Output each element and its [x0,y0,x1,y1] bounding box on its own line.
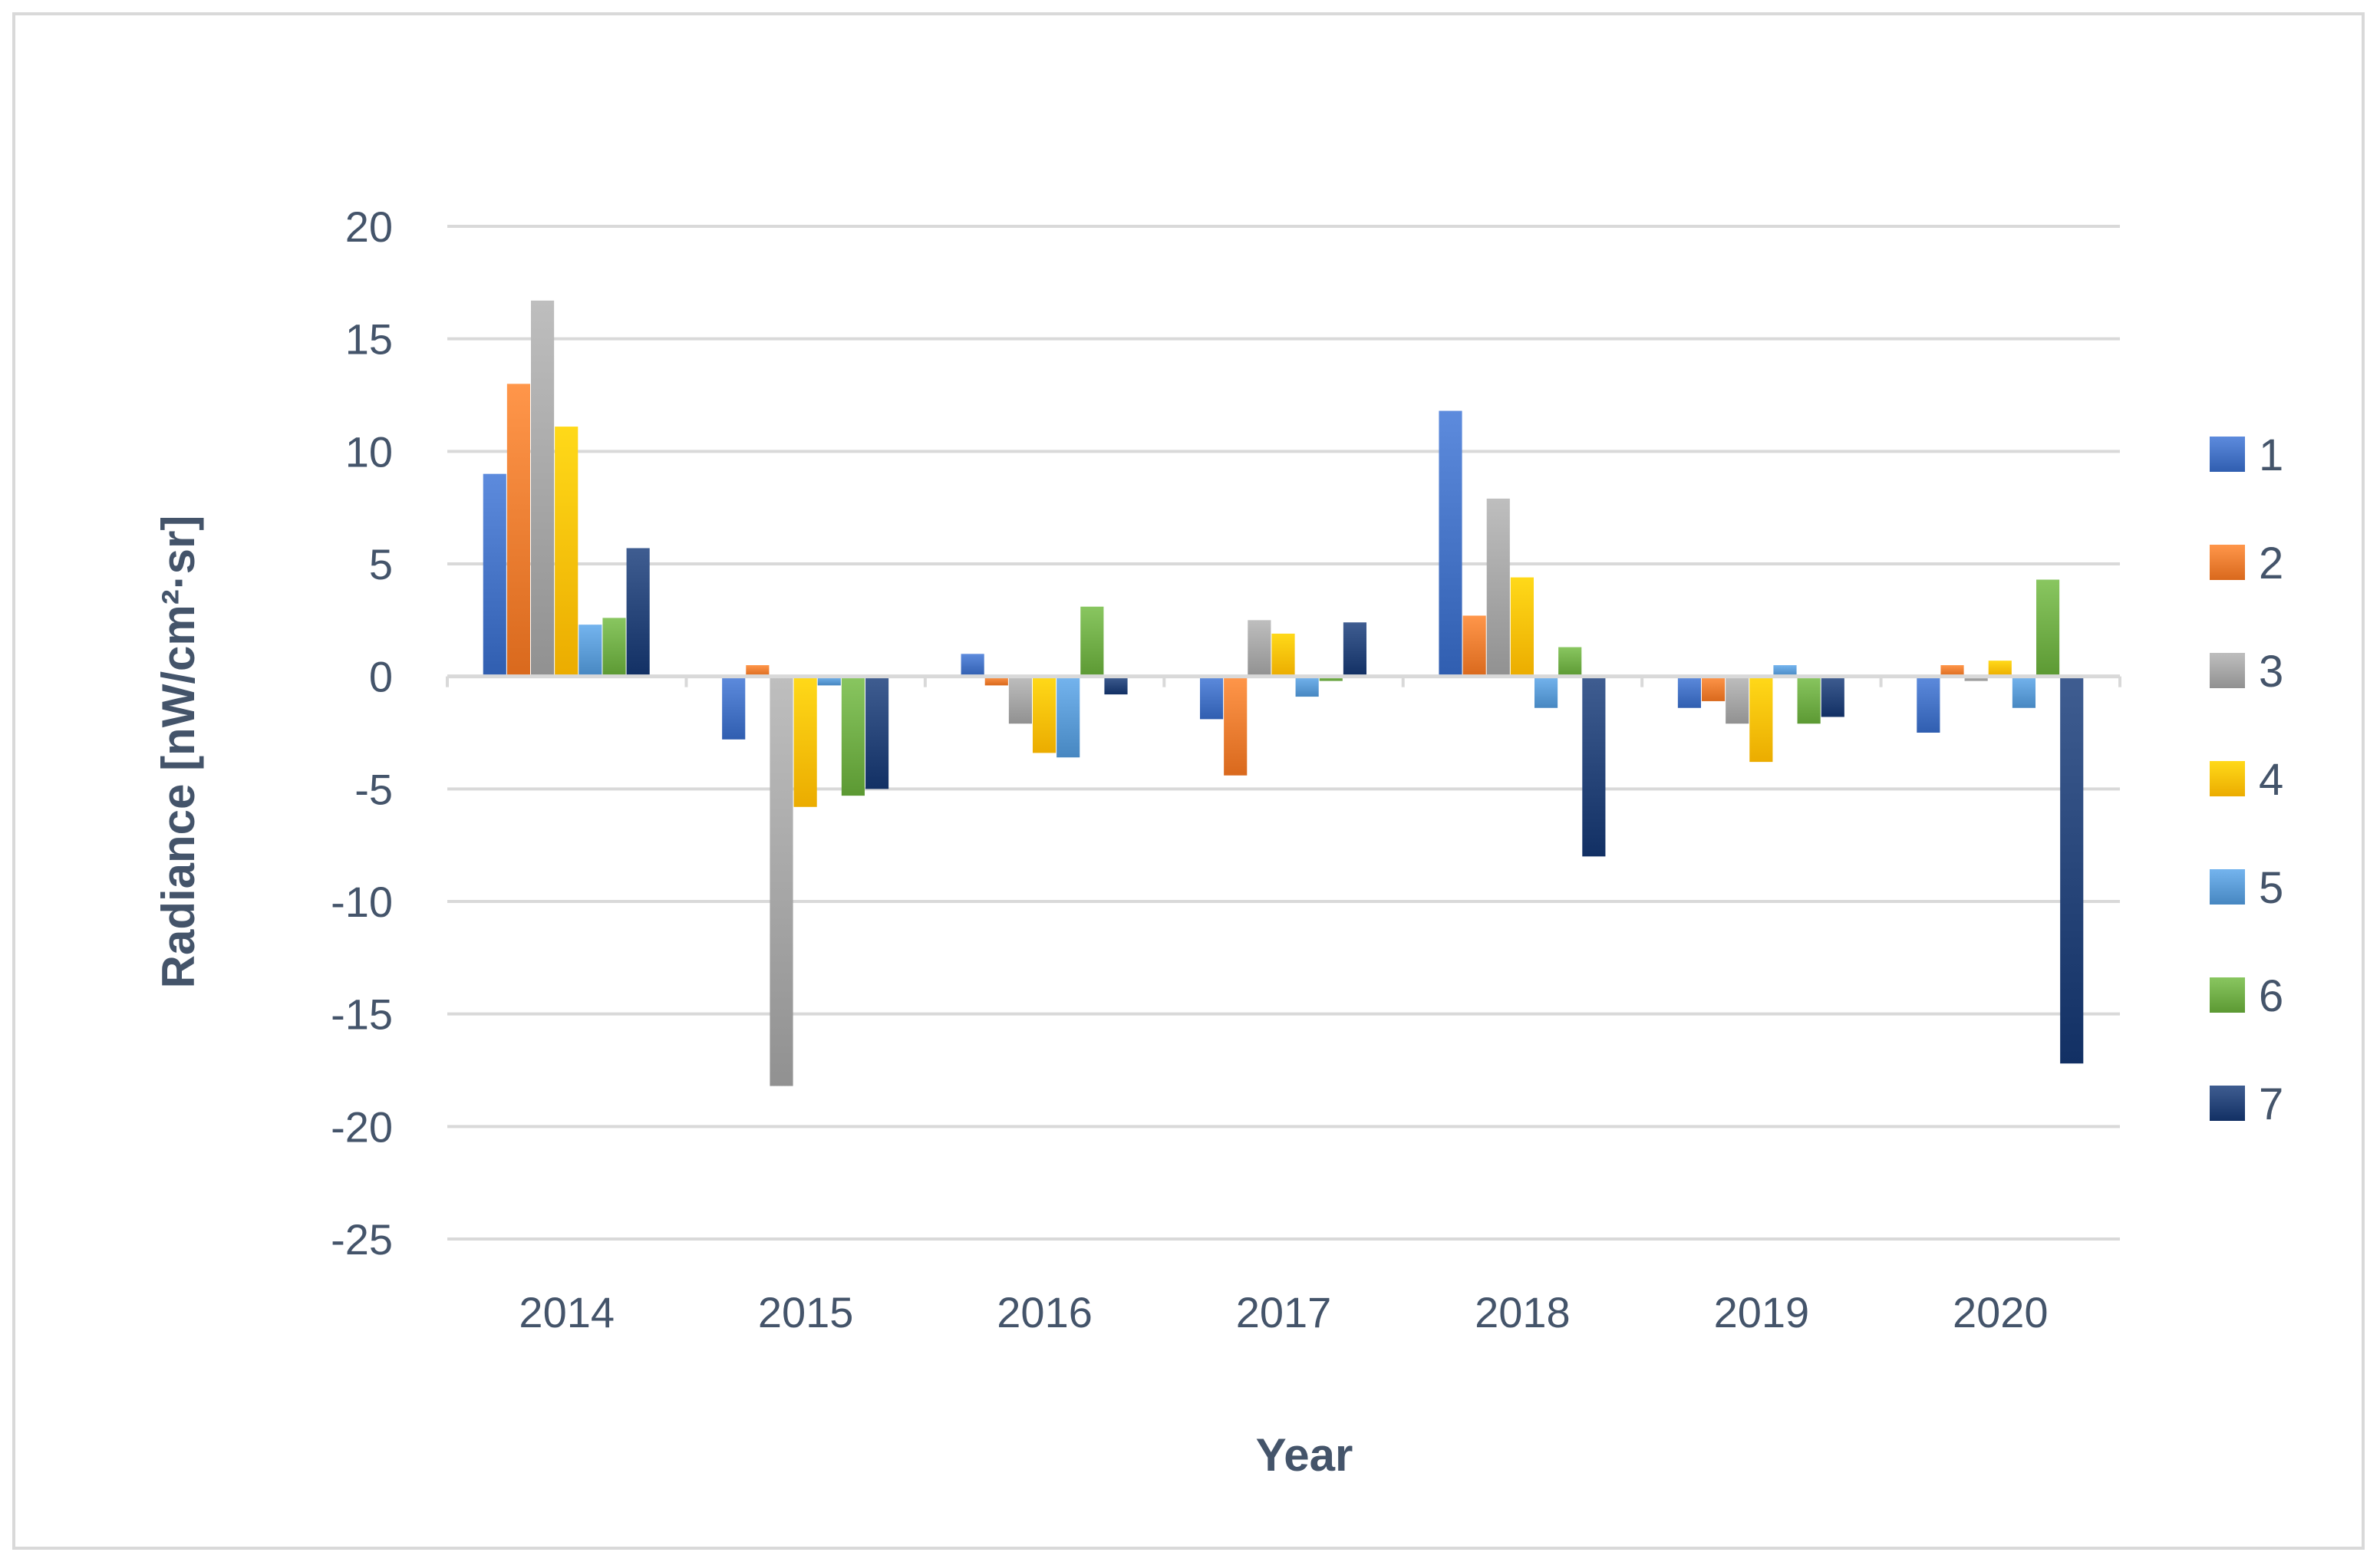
bar-2020-series-7 [2060,676,2084,1064]
bar-2015-series-2 [746,665,770,677]
legend-swatch-1 [2210,437,2245,472]
x-tick-label: 2016 [997,1288,1093,1336]
bar-2019-series-7 [1821,676,1844,717]
bar-2019-series-3 [1726,676,1749,724]
bar-2018-series-7 [1582,676,1606,857]
bar-2020-series-3 [1964,676,1988,681]
bar-2014-series-2 [506,384,530,677]
zero-axis [446,674,2121,687]
legend-label-5: 5 [2259,863,2283,913]
y-axis-title: Radiance [nW/cm²·sr] [153,516,204,989]
bar-2014-series-3 [531,300,555,677]
legend-swatch-4 [2210,761,2245,796]
x-tick-labels: 2014 2015 2016 2017 2018 2019 2020 [519,1288,2048,1336]
legend-label-2: 2 [2259,539,2283,588]
bar-2017-series-5 [1295,676,1319,697]
x-tick-label: 2017 [1236,1288,1332,1336]
y-tick-label: 5 [369,540,393,588]
bar-2020-series-1 [1917,676,1940,733]
bar-2017-series-6 [1319,676,1343,681]
y-tick-label: 15 [345,315,393,364]
legend-label-6: 6 [2259,971,2283,1021]
legend-swatch-3 [2210,653,2245,688]
bar-2016-series-7 [1104,676,1128,695]
bar-2019-series-4 [1749,676,1773,763]
y-tick-label: -20 [331,1102,393,1151]
legend-label-1: 1 [2259,430,2283,480]
bar-2015-series-5 [817,676,841,686]
y-tick-labels: 20 15 10 5 0 -5 -10 -15 -20 -25 [331,203,393,1264]
bar-2018-series-4 [1510,577,1534,677]
bar-2017-series-1 [1200,676,1224,720]
bar-2020-series-6 [2036,579,2060,677]
bar-2017-series-3 [1248,620,1271,677]
bar-2016-series-3 [1008,676,1032,724]
bar-2016-series-2 [984,676,1008,686]
x-tick-label: 2015 [758,1288,854,1336]
legend-label-4: 4 [2259,755,2283,805]
bar-2018-series-2 [1462,615,1486,677]
bar-2019-series-1 [1677,676,1701,708]
bar-2018-series-1 [1439,410,1462,677]
y-tick-label: -25 [331,1215,393,1264]
bar-2016-series-5 [1056,676,1080,758]
legend-swatch-6 [2210,977,2245,1013]
x-tick-label: 2019 [1714,1288,1810,1336]
bar-2019-series-2 [1702,676,1726,701]
bar-2014-series-1 [483,473,506,677]
legend-swatch-2 [2210,545,2245,580]
bar-2018-series-3 [1486,498,1510,677]
bar-2014-series-6 [602,618,626,677]
y-tick-label: -10 [331,878,393,926]
bar-2018-series-6 [1558,647,1582,677]
bar-2015-series-6 [841,676,865,796]
bar-2016-series-6 [1080,606,1104,677]
legend-label-7: 7 [2259,1079,2283,1129]
legend-swatch-5 [2210,869,2245,905]
bar-2014-series-7 [626,548,650,677]
bar-2016-series-4 [1033,676,1056,753]
legend: 1 2 3 4 5 6 7 [2210,430,2283,1129]
bar-2017-series-7 [1343,622,1366,677]
x-tick-label: 2018 [1475,1288,1571,1336]
bar-2014-series-5 [579,624,602,677]
bar-2018-series-5 [1534,676,1558,708]
bar-2020-series-2 [1940,665,1964,677]
y-tick-label: 0 [369,653,393,701]
bar-2015-series-4 [793,676,817,807]
x-tick-label: 2014 [519,1288,615,1336]
legend-swatch-7 [2210,1086,2245,1121]
bar-2019-series-6 [1797,676,1821,724]
bar-2014-series-4 [555,427,579,677]
y-tick-label: -5 [354,765,393,813]
gridlines [447,225,2120,1241]
y-tick-label: 20 [345,203,393,251]
bar-2016-series-1 [961,654,984,677]
x-axis-title: Year [1256,1429,1353,1481]
x-tick-label: 2020 [1953,1288,2049,1336]
chart-frame [12,12,2365,1550]
bar-2020-series-5 [2012,676,2036,708]
bar-2015-series-3 [770,676,793,1086]
y-tick-label: -15 [331,990,393,1039]
bar-2020-series-4 [1988,661,2012,677]
bar-2017-series-2 [1224,676,1248,776]
y-tick-label: 10 [345,427,393,476]
bar-2017-series-4 [1271,633,1295,677]
bars [483,300,2084,1086]
bar-2015-series-7 [865,676,889,789]
bar-2015-series-1 [722,676,746,740]
legend-label-3: 3 [2259,647,2283,697]
bar-2019-series-5 [1773,665,1797,677]
